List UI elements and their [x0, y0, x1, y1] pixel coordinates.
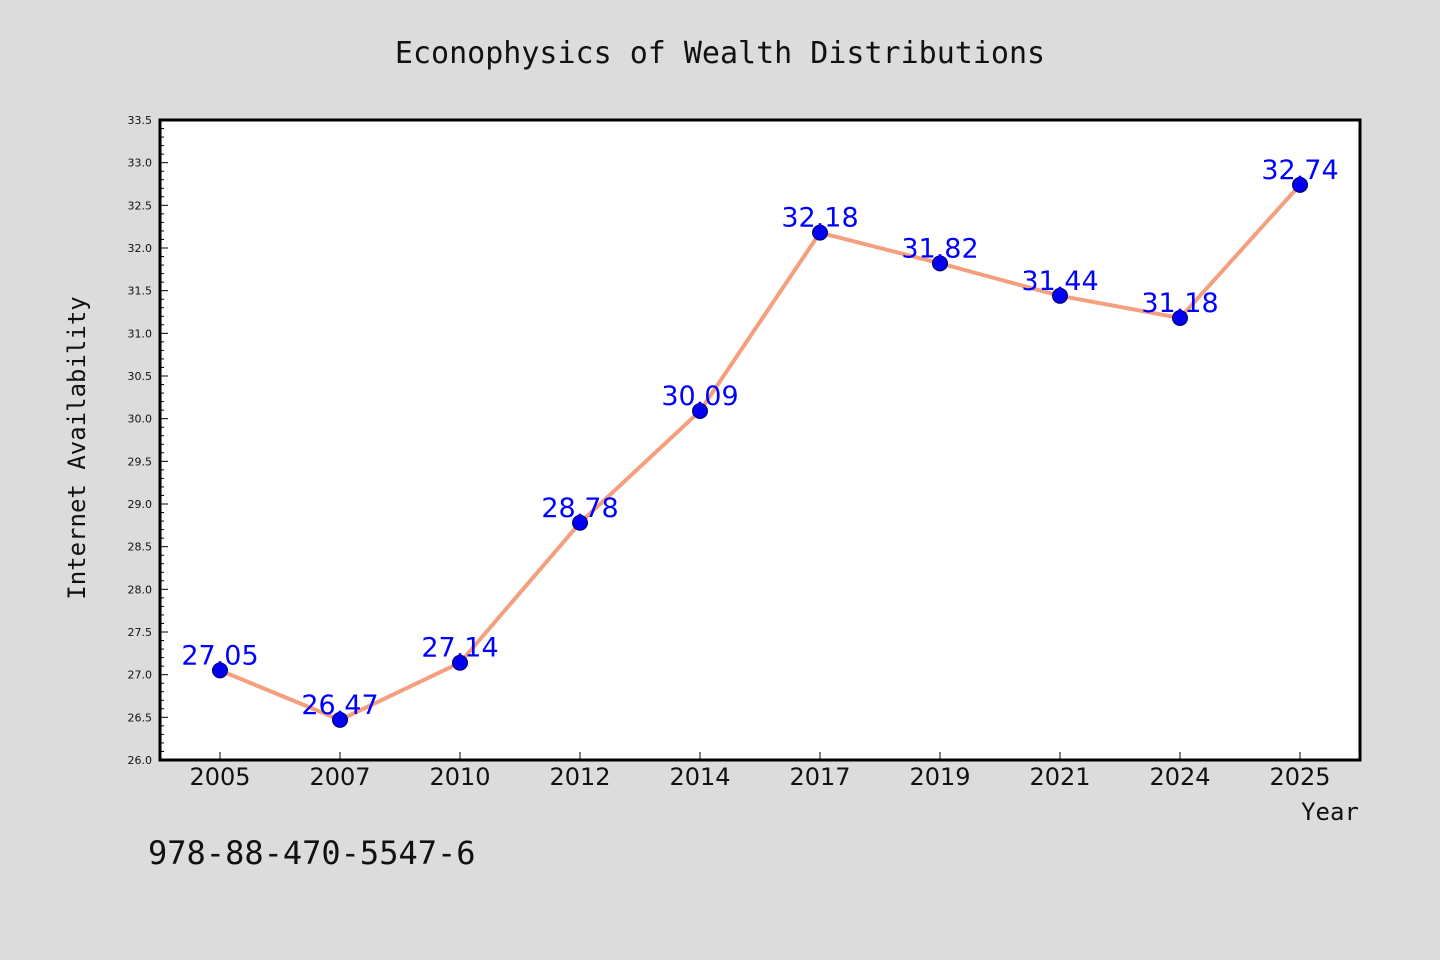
y-tick-label: 27.5 [128, 626, 153, 639]
plot-frame [158, 118, 1362, 762]
y-tick-label: 30.5 [128, 370, 153, 383]
x-axis: 2005 2007 2010 2012 2014 2017 2019 2021 2024 2025 [189, 752, 1331, 791]
y-tick-label: 26.0 [128, 754, 153, 767]
data-label: 30.09 [661, 381, 738, 412]
data-label: 28.78 [541, 493, 618, 524]
series-line [219, 183, 1302, 722]
x-axis-label: Year [1301, 798, 1359, 826]
data-label: 31.18 [1141, 288, 1218, 319]
data-label: 26.47 [301, 690, 378, 721]
x-tick-label: 2021 [1029, 763, 1090, 791]
y-tick-label: 29.0 [128, 498, 153, 511]
y-tick-label: 32.0 [128, 242, 153, 255]
data-label: 32.74 [1261, 155, 1338, 186]
data-labels: 27.05 26.47 27.14 28.78 30.09 32.18 31.82 31.44… [181, 155, 1338, 721]
y-tick-label: 31.0 [128, 327, 153, 340]
y-tick-label: 33.5 [128, 114, 153, 127]
x-tick-label: 2007 [309, 763, 370, 791]
data-point [932, 255, 948, 272]
plot-area [160, 120, 1360, 760]
data-point [1172, 309, 1188, 326]
data-point [692, 402, 708, 419]
y-tick-label: 32.5 [128, 199, 153, 212]
data-label: 27.14 [421, 633, 498, 664]
x-tick-label: 2012 [549, 763, 610, 791]
x-tick-label: 2014 [669, 763, 730, 791]
x-tick-label: 2019 [909, 763, 970, 791]
data-point [572, 514, 588, 531]
chart-title: Econophysics of Wealth Distributions [395, 36, 1045, 71]
data-point [212, 662, 228, 679]
data-label: 32.18 [781, 203, 858, 234]
data-point [1292, 176, 1308, 193]
data-label: 31.82 [901, 233, 978, 264]
x-tick-label: 2017 [789, 763, 850, 791]
y-tick-label: 33.0 [128, 157, 153, 170]
data-markers [212, 176, 1308, 728]
y-tick-label: 31.5 [128, 285, 153, 298]
y-tick-label: 26.5 [128, 711, 153, 724]
y-axis-label: Internet Availability [63, 296, 91, 599]
data-point [332, 711, 348, 728]
y-tick-label: 28.5 [128, 541, 153, 554]
x-tick-label: 2005 [189, 763, 250, 791]
data-point [1052, 287, 1068, 304]
x-tick-label: 2024 [1149, 763, 1210, 791]
isbn-text: 978-88-470-5547-6 [148, 834, 476, 872]
y-tick-label: 30.0 [128, 413, 153, 426]
y-tick-label: 29.5 [128, 455, 153, 468]
data-label: 27.05 [181, 640, 258, 671]
y-tick-label: 27.0 [128, 669, 153, 682]
data-point [452, 654, 468, 671]
x-tick-label: 2010 [429, 763, 490, 791]
y-tick-label: 28.0 [128, 583, 153, 596]
x-tick-label: 2025 [1269, 763, 1330, 791]
data-label: 31.44 [1021, 266, 1098, 297]
data-point [812, 224, 828, 241]
